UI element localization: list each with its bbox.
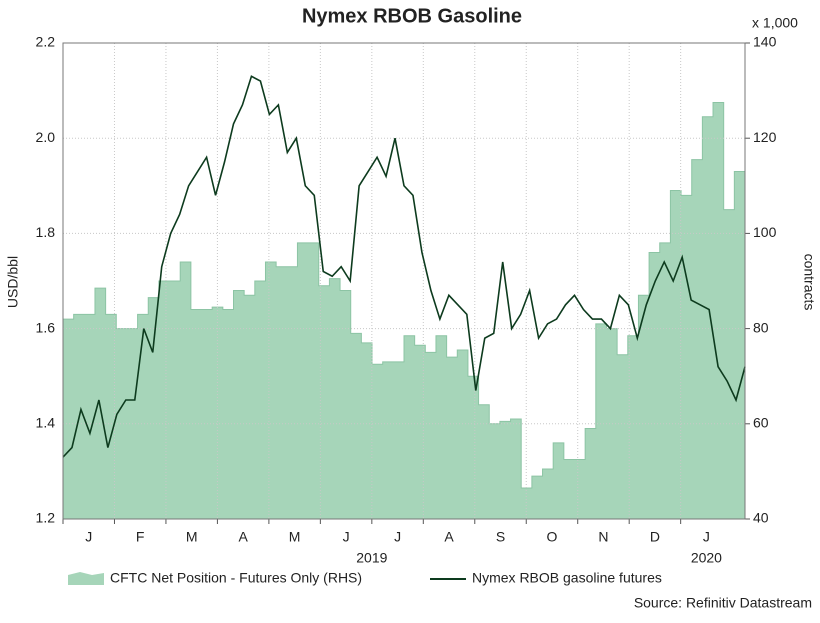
legend-swatch <box>68 572 104 585</box>
y2-tick-label: 100 <box>753 224 777 240</box>
x-tick-label: N <box>598 529 608 545</box>
x-tick-label: A <box>444 529 454 545</box>
y2-tick-label: 60 <box>753 415 769 431</box>
x-tick-label: J <box>394 529 401 545</box>
y-tick-label: 1.4 <box>36 415 56 431</box>
x-tick-label: S <box>496 529 505 545</box>
x-tick-label: A <box>238 529 248 545</box>
plot-border <box>62 42 746 520</box>
x-tick-label: O <box>547 529 558 545</box>
source: Source: Refinitiv Datastream <box>634 595 812 611</box>
y2-unit: x 1,000 <box>752 15 798 31</box>
y2-tick-label: 120 <box>753 129 777 145</box>
y-tick-label: 1.2 <box>36 510 56 526</box>
line <box>62 75 746 458</box>
x-tick-label: D <box>650 529 660 545</box>
x-tick-label: J <box>85 529 92 545</box>
y-axis-label: USD/bbl <box>5 256 21 308</box>
y-tick-label: 2.0 <box>36 129 56 145</box>
y2-tick-label: 140 <box>753 34 777 50</box>
year-label: 2019 <box>356 550 387 566</box>
legend-label: CFTC Net Position - Futures Only (RHS) <box>110 570 362 586</box>
x-tick-label: F <box>136 529 145 545</box>
chart-title: Nymex RBOB Gasoline <box>302 5 522 27</box>
area <box>62 102 746 520</box>
y2-tick-label: 40 <box>753 510 769 526</box>
y2-axis-label: contracts <box>801 254 817 311</box>
year-label: 2020 <box>691 550 722 566</box>
x-tick-label: M <box>289 529 301 545</box>
y-tick-label: 2.2 <box>36 34 56 50</box>
x-tick-label: M <box>186 529 198 545</box>
x-tick-label: J <box>343 529 350 545</box>
x-tick-label: J <box>703 529 710 545</box>
y-tick-label: 1.8 <box>36 224 56 240</box>
y2-tick-label: 80 <box>753 319 769 335</box>
y-tick-label: 1.6 <box>36 319 56 335</box>
legend-label: Nymex RBOB gasoline futures <box>472 570 662 586</box>
